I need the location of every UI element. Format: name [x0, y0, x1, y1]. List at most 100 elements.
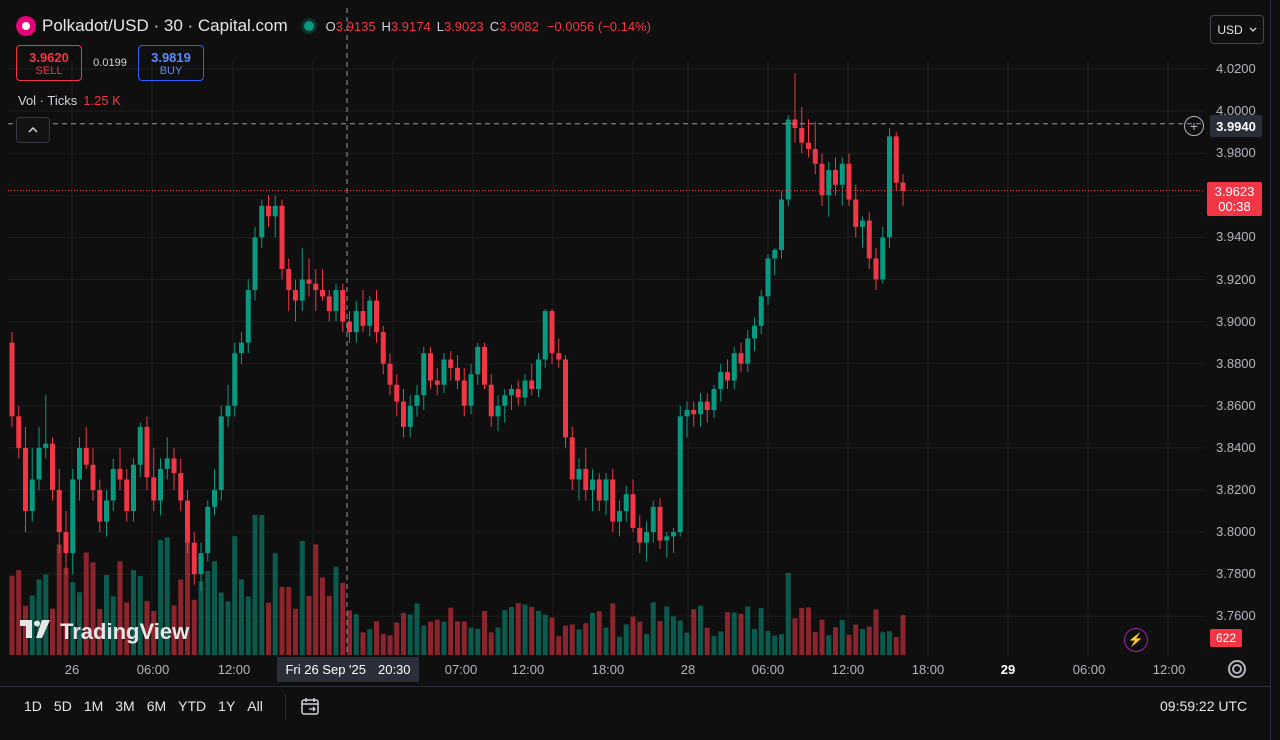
- volume-bar: [826, 635, 832, 655]
- market-status-icon[interactable]: [303, 21, 314, 31]
- volume-bar: [644, 633, 649, 655]
- candle-body: [110, 468, 116, 501]
- volume-bar: [239, 579, 244, 655]
- time-axis-label: 06:00: [751, 662, 785, 677]
- candle-body: [569, 437, 575, 480]
- candle-body: [137, 426, 143, 465]
- volume-bar: [164, 537, 170, 655]
- candle-body: [482, 346, 487, 385]
- volume-bar: [225, 601, 231, 655]
- range-button-3m[interactable]: 3M: [115, 698, 135, 714]
- sell-label: SELL: [35, 64, 63, 77]
- volume-tag: 622: [1210, 629, 1242, 647]
- volume-bar: [758, 607, 764, 655]
- range-button-all[interactable]: All: [247, 698, 263, 714]
- candle-body: [475, 346, 481, 375]
- candle-body: [536, 359, 541, 389]
- tradingview-logo[interactable]: TradingView: [20, 619, 189, 645]
- volume-bar: [29, 595, 35, 655]
- candle-body: [860, 220, 865, 227]
- range-button-ytd[interactable]: YTD: [178, 698, 207, 714]
- candle-body: [779, 199, 784, 251]
- volume-bar: [428, 621, 433, 655]
- lightning-icon[interactable]: ⚡: [1124, 628, 1148, 652]
- time-axis-label: 06:00: [136, 662, 170, 677]
- candle-body: [596, 479, 602, 501]
- symbol-title[interactable]: Polkadot/USD · 30 · Capital.com: [42, 16, 288, 35]
- candle-body: [326, 296, 332, 312]
- tradingview-logo-icon: [20, 620, 54, 644]
- volume-bar: [205, 570, 211, 655]
- goto-date-icon[interactable]: [300, 696, 320, 716]
- candle-body: [630, 494, 636, 528]
- volume-bar: [77, 592, 82, 655]
- candle-body: [434, 380, 440, 385]
- volume-bar: [887, 631, 892, 655]
- volume-bar: [839, 619, 845, 655]
- volume-bar: [738, 613, 744, 655]
- candle-body: [394, 384, 400, 402]
- price-axis-label: 3.8000: [1216, 524, 1256, 540]
- volume-bar: [569, 624, 575, 655]
- ohlc-high-key: H: [381, 18, 391, 34]
- volume-bars: [9, 515, 906, 655]
- candle-body: [461, 380, 467, 406]
- candle-body: [765, 258, 771, 297]
- volume-bar: [900, 615, 906, 655]
- candle-body: [151, 477, 157, 501]
- volume-bar: [144, 600, 150, 655]
- candle-body: [650, 506, 656, 533]
- candle-body: [9, 342, 15, 417]
- candle-body: [758, 296, 764, 326]
- volume-bar: [23, 605, 28, 655]
- candle-body: [711, 388, 717, 411]
- volume-bar: [259, 515, 265, 655]
- candle-body: [583, 468, 589, 490]
- crosshair-date: Fri 26 Sep '25: [285, 662, 366, 677]
- volume-bar: [117, 561, 123, 655]
- volume-bar: [509, 606, 514, 655]
- candle-body: [131, 464, 136, 512]
- volume-bar: [610, 603, 616, 655]
- volume-bar: [63, 567, 69, 655]
- volume-legend[interactable]: Vol · Ticks 1.25 K: [18, 93, 121, 108]
- price-axis-label: 3.8400: [1216, 439, 1256, 455]
- candle-body: [299, 279, 305, 301]
- volume-bar: [691, 609, 697, 655]
- currency-select[interactable]: USD: [1210, 15, 1264, 44]
- candle-body: [677, 416, 683, 533]
- sell-button[interactable]: 3.9620 SELL: [16, 45, 82, 81]
- volume-bar: [407, 614, 413, 655]
- volume-bar: [853, 624, 859, 655]
- candle-body: [839, 163, 845, 185]
- range-button-5d[interactable]: 5D: [53, 698, 72, 714]
- volume-bar: [515, 603, 521, 655]
- buy-button[interactable]: 3.9819 BUY: [138, 45, 204, 81]
- volume-bar: [866, 626, 872, 655]
- volume-bar: [131, 570, 136, 655]
- volume-bar: [367, 629, 373, 655]
- volume-bar: [617, 636, 622, 655]
- price-axis-label: 3.8800: [1216, 355, 1256, 371]
- candle-body: [542, 311, 548, 360]
- volume-bar: [16, 570, 22, 655]
- add-alert-icon[interactable]: +: [1184, 116, 1204, 136]
- settings-gear-icon[interactable]: [1228, 660, 1246, 678]
- collapse-legend-button[interactable]: [16, 117, 50, 143]
- candle-body: [866, 220, 872, 259]
- candle-body: [56, 490, 62, 533]
- volume-bar: [178, 579, 184, 655]
- range-button-1y[interactable]: 1Y: [218, 698, 236, 714]
- volume-bar: [495, 627, 501, 655]
- candlestick-series: [9, 73, 906, 592]
- range-button-1d[interactable]: 1D: [24, 698, 42, 714]
- volume-bar: [347, 610, 352, 655]
- range-button-1m[interactable]: 1M: [83, 698, 104, 714]
- candle-body: [144, 426, 150, 478]
- candle-body: [664, 536, 670, 541]
- price-axis-label: 3.9800: [1216, 145, 1256, 161]
- ohlc-change: −0.0056 (−0.14%): [546, 18, 651, 34]
- range-button-6m[interactable]: 6M: [146, 698, 167, 714]
- utc-clock[interactable]: 09:59:22 UTC: [1160, 698, 1248, 714]
